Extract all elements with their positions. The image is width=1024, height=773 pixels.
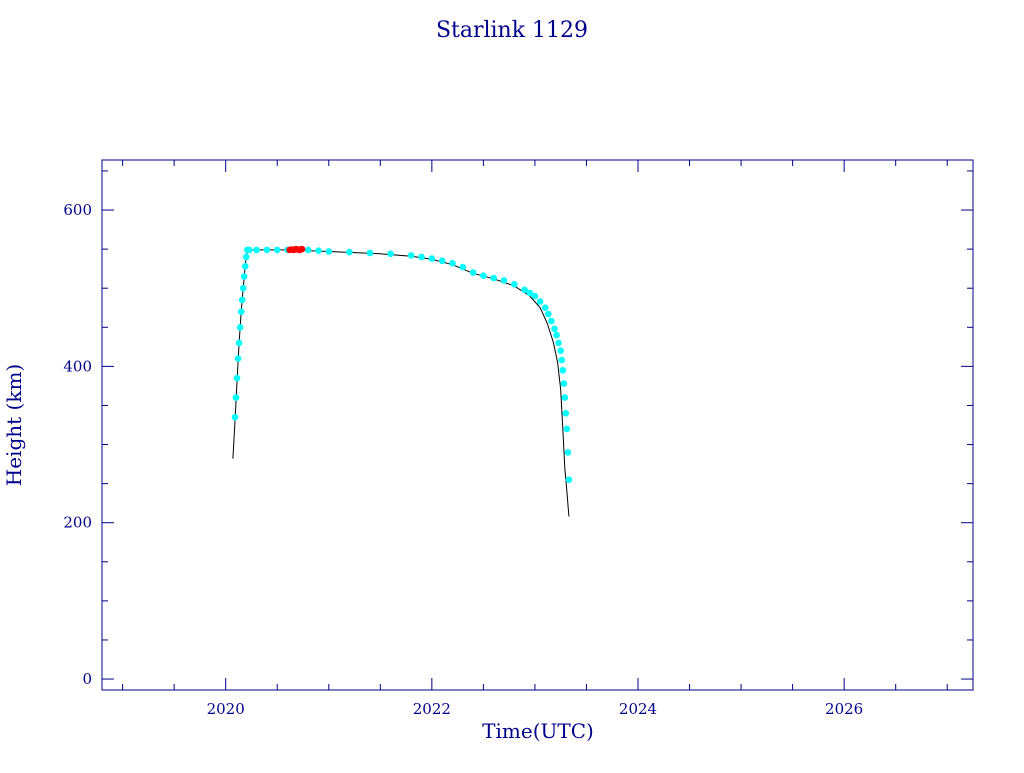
data-point (231, 413, 239, 421)
chart-title: Starlink 1129 (436, 18, 588, 43)
data-point (521, 286, 528, 294)
data-point (560, 380, 568, 387)
data-point (541, 304, 549, 312)
x-tick-label: 2026 (825, 700, 863, 718)
data-point (559, 367, 567, 374)
data-point (562, 410, 570, 417)
data-point (253, 246, 260, 254)
data-point (407, 252, 415, 259)
x-tick-label: 2024 (619, 700, 657, 718)
data-point (565, 476, 573, 484)
data-point (563, 425, 571, 433)
data-point (238, 296, 246, 304)
data-point (246, 246, 253, 254)
data-point (240, 273, 248, 280)
data-point (531, 292, 539, 300)
data-point (418, 253, 425, 261)
x-axis-label: Time(UTC) (482, 719, 594, 743)
data-point (564, 449, 572, 456)
data-point (235, 339, 243, 347)
data-point (553, 331, 560, 339)
data-point (243, 253, 250, 261)
y-tick-label: 400 (63, 357, 92, 375)
data-point (239, 284, 247, 292)
data-point (561, 394, 569, 401)
data-point (558, 356, 565, 364)
data-point (490, 274, 498, 282)
y-tick-label: 200 (63, 514, 92, 532)
data-point (551, 325, 558, 333)
axes: 2020 2022 2024 2026 0 200 400 600 (63, 159, 974, 718)
data-point (366, 249, 374, 257)
data-point (315, 247, 322, 254)
data-point (263, 246, 271, 254)
y-axis-label: Height (km) (2, 364, 26, 486)
data-point (469, 269, 477, 276)
data-point (325, 248, 333, 255)
data-point (545, 310, 552, 318)
data-point (237, 308, 245, 316)
data-point (555, 339, 562, 347)
x-tick-label: 2022 (413, 700, 451, 718)
data-point (387, 250, 394, 258)
data-point (500, 277, 508, 284)
data-point (346, 248, 353, 256)
data-point (557, 347, 564, 355)
trajectory-line (232, 249, 570, 517)
data-point (449, 259, 456, 267)
plot-frame (101, 159, 974, 691)
data-point (438, 257, 446, 265)
x-tick-label: 2020 (207, 700, 245, 718)
highlight-point (298, 245, 306, 253)
data-point (236, 324, 244, 331)
data-point (242, 263, 249, 270)
data-point (428, 255, 436, 262)
data-point (526, 289, 534, 297)
plot-area (231, 245, 573, 517)
data-point (536, 298, 544, 305)
data-point (273, 246, 281, 254)
data-point (233, 374, 241, 382)
data-point (480, 272, 487, 280)
data-point (511, 281, 518, 288)
data-point (548, 317, 555, 325)
data-point (304, 246, 312, 254)
data-point (232, 394, 240, 401)
data-point (459, 263, 467, 271)
data-point (234, 355, 242, 362)
y-tick-label: 600 (63, 201, 92, 219)
y-tick-label: 0 (82, 670, 92, 688)
